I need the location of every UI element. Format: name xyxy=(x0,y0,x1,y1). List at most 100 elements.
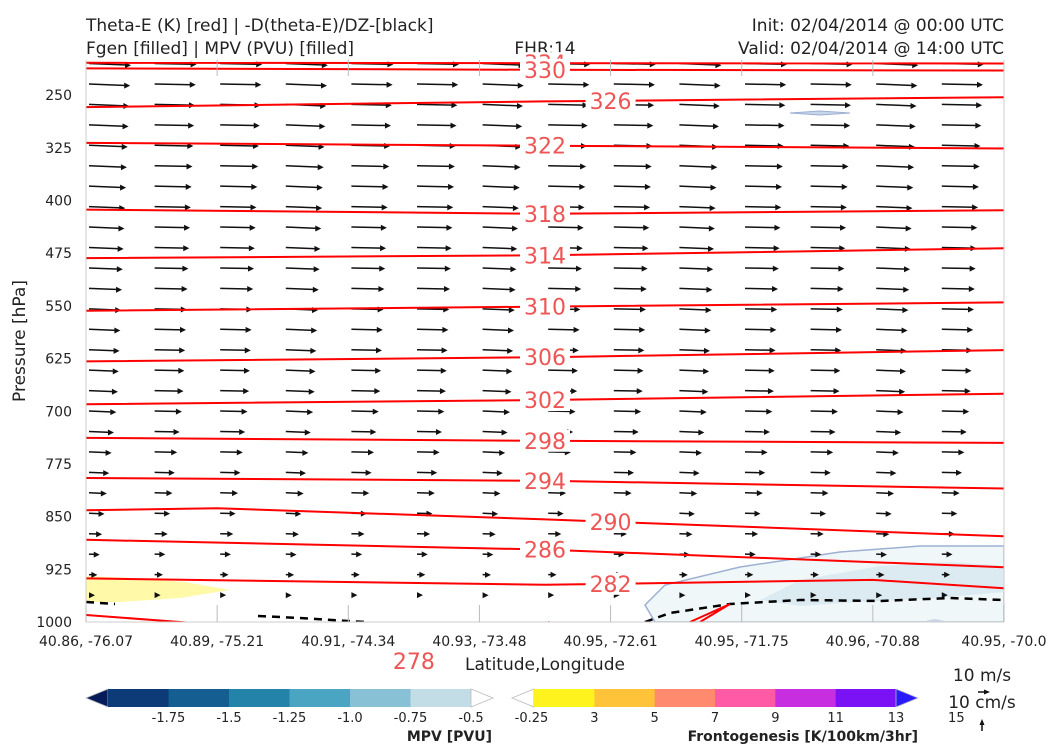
wind-vector xyxy=(941,122,982,129)
wind-vector xyxy=(679,327,711,334)
wind-vector-shaft xyxy=(482,389,508,393)
wind-vector-head xyxy=(96,531,103,538)
mpv-colorbar-swatch xyxy=(410,689,472,707)
wind-vector xyxy=(351,326,383,333)
wind-vector xyxy=(220,469,241,476)
wind-vector-head xyxy=(506,368,513,375)
wind-vector-head xyxy=(958,449,965,456)
wind-vector-shaft xyxy=(679,185,713,189)
wind-vector-head xyxy=(640,286,647,293)
wind-vector xyxy=(154,224,191,231)
wind-vector-head xyxy=(747,571,754,578)
wind-vector-shaft xyxy=(941,369,968,372)
wind-vector xyxy=(548,224,584,231)
wind-vector-head xyxy=(309,368,316,375)
wind-vector-shaft xyxy=(941,287,971,290)
mpv-filled-region-corner xyxy=(920,619,950,622)
wind-vector xyxy=(88,551,100,558)
wind-vector-head xyxy=(583,81,590,88)
wind-vector-shaft xyxy=(613,328,642,331)
wind-vector-shaft xyxy=(154,205,187,209)
wind-vector-head xyxy=(630,449,637,456)
wind-vector-shaft xyxy=(679,389,705,393)
wind-vector-head xyxy=(899,368,906,375)
wind-vector-head xyxy=(351,592,358,599)
wind-vector-head xyxy=(243,367,250,374)
wind-vector-head xyxy=(686,531,693,538)
wind-vector xyxy=(220,449,243,456)
wind-vector xyxy=(876,551,887,558)
wind-vector xyxy=(482,470,503,477)
theta-e-contour-326 xyxy=(86,96,1004,109)
wind-vector xyxy=(154,592,161,599)
wind-vector xyxy=(154,510,171,517)
wind-vector xyxy=(416,224,453,231)
wind-vector-shaft xyxy=(482,226,515,230)
wind-vector-shaft xyxy=(613,124,650,127)
wind-vector-shaft xyxy=(810,205,843,209)
wind-vector-head xyxy=(548,592,555,599)
wind-vector-head xyxy=(774,224,781,231)
wind-vector xyxy=(416,122,457,129)
wind-vector-head xyxy=(968,306,975,313)
wind-vector xyxy=(482,388,512,395)
wind-vector-head xyxy=(320,82,327,89)
wind-vector xyxy=(88,429,114,436)
wind-vector-shaft xyxy=(744,185,779,188)
fgen-colorbar-extend-left xyxy=(510,688,535,708)
wind-vector-shaft xyxy=(876,308,905,311)
wind-vector-head xyxy=(251,183,258,190)
wind-vector xyxy=(679,409,707,416)
wind-vector-head xyxy=(576,265,583,272)
wind-vector-shaft xyxy=(679,471,696,474)
wind-vector-shaft xyxy=(548,267,579,270)
wind-vector-shaft xyxy=(876,410,900,413)
wind-vector xyxy=(285,327,318,334)
wind-vector-head xyxy=(111,388,118,395)
wind-vector-shaft xyxy=(876,246,907,250)
wind-vector-head xyxy=(186,163,193,170)
wind-vector-head xyxy=(100,490,107,497)
wind-vector-head xyxy=(448,163,455,170)
wind-vector-head xyxy=(428,490,435,497)
wind-vector xyxy=(941,551,953,558)
wind-vector-head xyxy=(770,326,777,333)
wind-vector-shaft xyxy=(876,389,902,393)
wind-vector xyxy=(613,388,643,395)
wind-vector-shaft xyxy=(810,369,837,372)
wind-vector-shaft xyxy=(941,144,977,147)
mpv-colorbar-swatch xyxy=(350,689,411,707)
wind-vector xyxy=(876,449,899,456)
wind-vector-head xyxy=(835,326,842,333)
wind-vector xyxy=(613,163,652,170)
wind-vector-head xyxy=(681,571,688,578)
wind-vector-head xyxy=(557,510,564,517)
wind-vector-shaft xyxy=(810,246,842,249)
wind-vector xyxy=(482,82,524,89)
wind-vector xyxy=(351,449,375,456)
wind-vector-shaft xyxy=(548,164,583,168)
wind-vector-shaft xyxy=(482,267,513,270)
wind-vector-shaft xyxy=(876,328,904,332)
wind-vector-head xyxy=(976,102,983,109)
wind-vector xyxy=(88,449,112,456)
wind-vector xyxy=(744,592,751,599)
wind-vector xyxy=(285,429,311,436)
wind-vector xyxy=(548,592,555,599)
wind-vector-shaft xyxy=(285,205,319,209)
wind-vector-shaft xyxy=(154,287,184,290)
wind-vector-shaft xyxy=(416,369,443,372)
wind-vector xyxy=(154,388,184,395)
wind-vector-shaft xyxy=(482,164,517,168)
wind-vector-shaft xyxy=(810,83,848,86)
wind-vector-head xyxy=(571,367,578,374)
wind-vector xyxy=(679,592,686,599)
wind-vector-head xyxy=(292,531,299,538)
wind-vector xyxy=(744,530,759,537)
wind-vector-shaft xyxy=(810,287,840,290)
wind-vector-shaft xyxy=(220,348,247,351)
wind-vector-shaft xyxy=(482,430,504,434)
wind-vector-head xyxy=(579,183,586,190)
wind-vector-shaft xyxy=(679,287,709,291)
wind-vector-head xyxy=(905,225,912,232)
